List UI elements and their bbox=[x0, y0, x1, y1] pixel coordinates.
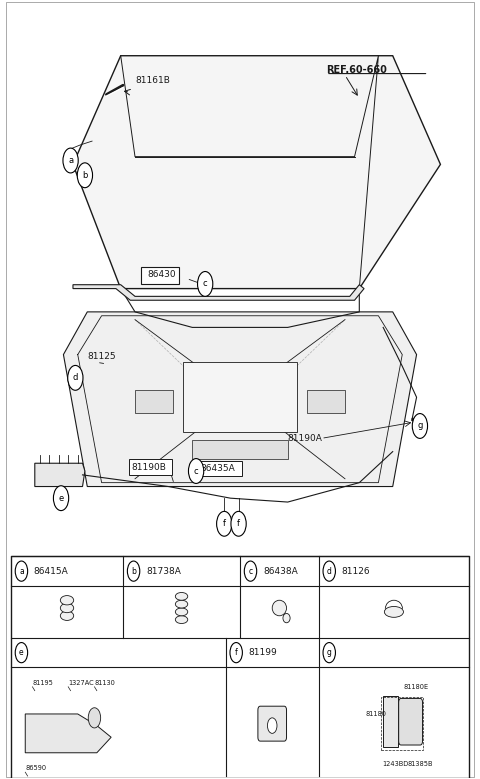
Text: 86430: 86430 bbox=[147, 270, 176, 279]
Text: f: f bbox=[237, 520, 240, 528]
Text: c: c bbox=[194, 467, 198, 475]
Bar bbox=[192, 440, 288, 460]
Ellipse shape bbox=[175, 608, 188, 615]
FancyBboxPatch shape bbox=[399, 699, 422, 745]
Text: a: a bbox=[19, 566, 24, 576]
Text: e: e bbox=[19, 648, 24, 657]
Text: REF.60-660: REF.60-660 bbox=[326, 65, 387, 75]
Text: c: c bbox=[249, 566, 252, 576]
Circle shape bbox=[68, 365, 83, 390]
Text: a: a bbox=[68, 156, 73, 165]
Ellipse shape bbox=[175, 593, 188, 601]
Bar bbox=[183, 362, 297, 432]
Ellipse shape bbox=[60, 596, 74, 605]
Circle shape bbox=[88, 708, 101, 728]
Text: e: e bbox=[59, 494, 64, 502]
Ellipse shape bbox=[60, 604, 74, 612]
Text: 81190B: 81190B bbox=[131, 463, 166, 471]
Circle shape bbox=[244, 561, 257, 581]
Ellipse shape bbox=[60, 611, 74, 620]
Ellipse shape bbox=[175, 601, 188, 608]
Text: 81195: 81195 bbox=[33, 680, 53, 686]
Bar bbox=[307, 390, 345, 413]
Circle shape bbox=[77, 163, 93, 188]
Polygon shape bbox=[73, 56, 441, 288]
Polygon shape bbox=[25, 714, 111, 753]
Ellipse shape bbox=[384, 607, 404, 617]
Text: d: d bbox=[327, 566, 332, 576]
Text: b: b bbox=[131, 566, 136, 576]
Text: 86415A: 86415A bbox=[34, 566, 69, 576]
Polygon shape bbox=[63, 312, 417, 487]
Text: f: f bbox=[223, 520, 226, 528]
Text: 1327AC: 1327AC bbox=[68, 680, 94, 686]
Text: d: d bbox=[72, 373, 78, 382]
Circle shape bbox=[15, 561, 28, 581]
Text: 81125: 81125 bbox=[87, 351, 116, 361]
Circle shape bbox=[412, 414, 428, 439]
Circle shape bbox=[15, 643, 28, 663]
Polygon shape bbox=[35, 464, 85, 487]
Ellipse shape bbox=[283, 613, 290, 622]
FancyBboxPatch shape bbox=[258, 707, 287, 741]
Circle shape bbox=[230, 643, 242, 663]
Text: 81161B: 81161B bbox=[135, 76, 170, 85]
Circle shape bbox=[216, 511, 232, 536]
Circle shape bbox=[53, 486, 69, 510]
Circle shape bbox=[323, 561, 336, 581]
Circle shape bbox=[63, 148, 78, 173]
Text: 81126: 81126 bbox=[342, 566, 370, 576]
Text: 81190A: 81190A bbox=[288, 434, 323, 443]
Text: 81180: 81180 bbox=[365, 711, 386, 717]
Text: 86438A: 86438A bbox=[263, 566, 298, 576]
FancyBboxPatch shape bbox=[199, 461, 242, 477]
Ellipse shape bbox=[272, 601, 287, 615]
Ellipse shape bbox=[175, 615, 188, 623]
Text: 81130: 81130 bbox=[95, 680, 115, 686]
Text: 86590: 86590 bbox=[25, 765, 47, 771]
Text: 81199: 81199 bbox=[249, 648, 277, 657]
Circle shape bbox=[198, 272, 213, 296]
FancyBboxPatch shape bbox=[383, 696, 398, 747]
Bar bbox=[135, 390, 173, 413]
Circle shape bbox=[323, 643, 336, 663]
Text: 81180E: 81180E bbox=[404, 684, 429, 689]
Text: 1243BD: 1243BD bbox=[382, 761, 408, 767]
Polygon shape bbox=[73, 284, 364, 300]
Circle shape bbox=[189, 459, 204, 484]
Text: g: g bbox=[417, 421, 422, 431]
Circle shape bbox=[267, 717, 277, 733]
Text: 86435A: 86435A bbox=[201, 464, 236, 473]
Bar bbox=[11, 556, 469, 777]
Text: 81385B: 81385B bbox=[407, 761, 433, 767]
Text: b: b bbox=[82, 171, 87, 180]
Text: 86430: 86430 bbox=[147, 270, 176, 279]
Text: c: c bbox=[203, 280, 207, 288]
FancyBboxPatch shape bbox=[129, 460, 172, 475]
Text: 81738A: 81738A bbox=[146, 566, 181, 576]
Circle shape bbox=[231, 511, 246, 536]
Circle shape bbox=[127, 561, 140, 581]
FancyBboxPatch shape bbox=[141, 267, 179, 284]
Text: g: g bbox=[327, 648, 332, 657]
Text: f: f bbox=[235, 648, 238, 657]
